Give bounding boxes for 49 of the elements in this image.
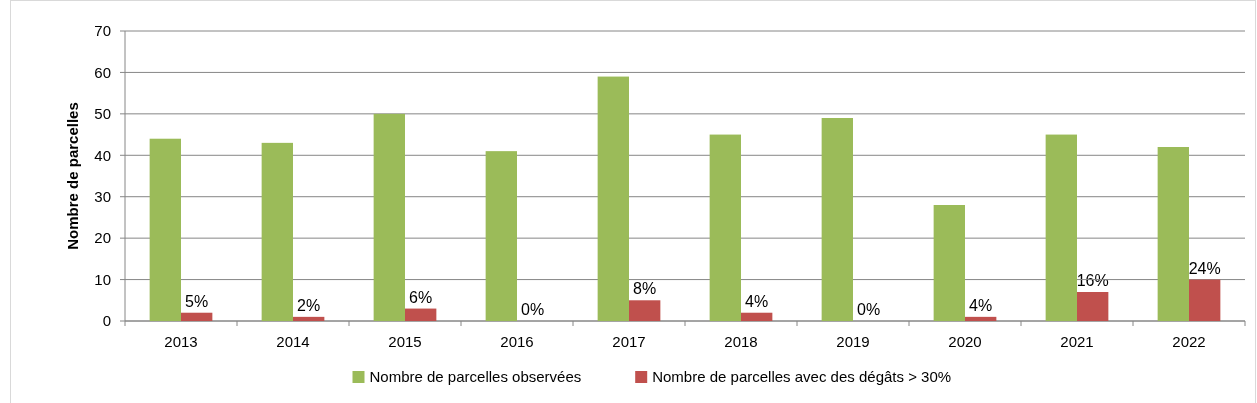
annotation: 16%	[1076, 272, 1109, 289]
x-tick-label: 2015	[388, 333, 422, 350]
y-tick-label: 70	[94, 22, 111, 40]
bar	[149, 138, 181, 321]
y-tick-label: 50	[94, 105, 111, 123]
y-tick-label: 10	[94, 270, 111, 288]
bar	[1157, 147, 1189, 321]
bar	[1189, 279, 1221, 321]
annotation: 24%	[1188, 259, 1221, 277]
x-tick-label: 2016	[500, 333, 534, 350]
bar	[1045, 134, 1077, 321]
bar	[965, 316, 997, 321]
bar	[821, 118, 853, 321]
x-tick-label: 2018	[724, 333, 758, 350]
x-tick-label: 2022	[1172, 333, 1206, 350]
y-tick-label: 0	[102, 312, 111, 330]
y-tick-label: 60	[94, 63, 111, 81]
bar	[1077, 292, 1109, 321]
bar	[373, 113, 405, 321]
bar	[597, 76, 629, 321]
y-tick-label: 30	[94, 187, 111, 205]
bar	[709, 134, 741, 321]
x-tick-label: 2021	[1060, 333, 1094, 350]
y-tick-label: 40	[94, 146, 111, 164]
bar	[933, 205, 965, 321]
annotation: 5%	[185, 292, 209, 310]
x-tick-label: 2013	[164, 333, 198, 350]
annotation: 4%	[745, 292, 769, 310]
bar	[261, 142, 293, 321]
annotation: 0%	[521, 301, 545, 318]
bar	[293, 316, 325, 321]
bar	[181, 312, 213, 321]
x-tick-label: 2019	[836, 333, 870, 350]
bar	[741, 312, 773, 321]
annotation: 6%	[409, 288, 433, 306]
x-tick-label: 2014	[276, 333, 310, 350]
y-tick-label: 20	[94, 229, 111, 247]
bar	[629, 300, 661, 321]
x-tick-label: 2020	[948, 333, 982, 350]
annotation: 2%	[297, 296, 321, 314]
bar	[485, 151, 517, 321]
legend-label: Nombre de parcelles observées	[369, 368, 582, 385]
legend-label: Nombre de parcelles avec des dégâts > 30%	[652, 368, 952, 385]
annotation: 4%	[969, 296, 993, 314]
annotation: 8%	[633, 280, 657, 298]
annotation: 0%	[857, 301, 881, 318]
y-axis-title: Nombre de parcelles	[64, 102, 81, 250]
x-tick-label: 2017	[612, 333, 646, 350]
bar	[405, 308, 437, 321]
